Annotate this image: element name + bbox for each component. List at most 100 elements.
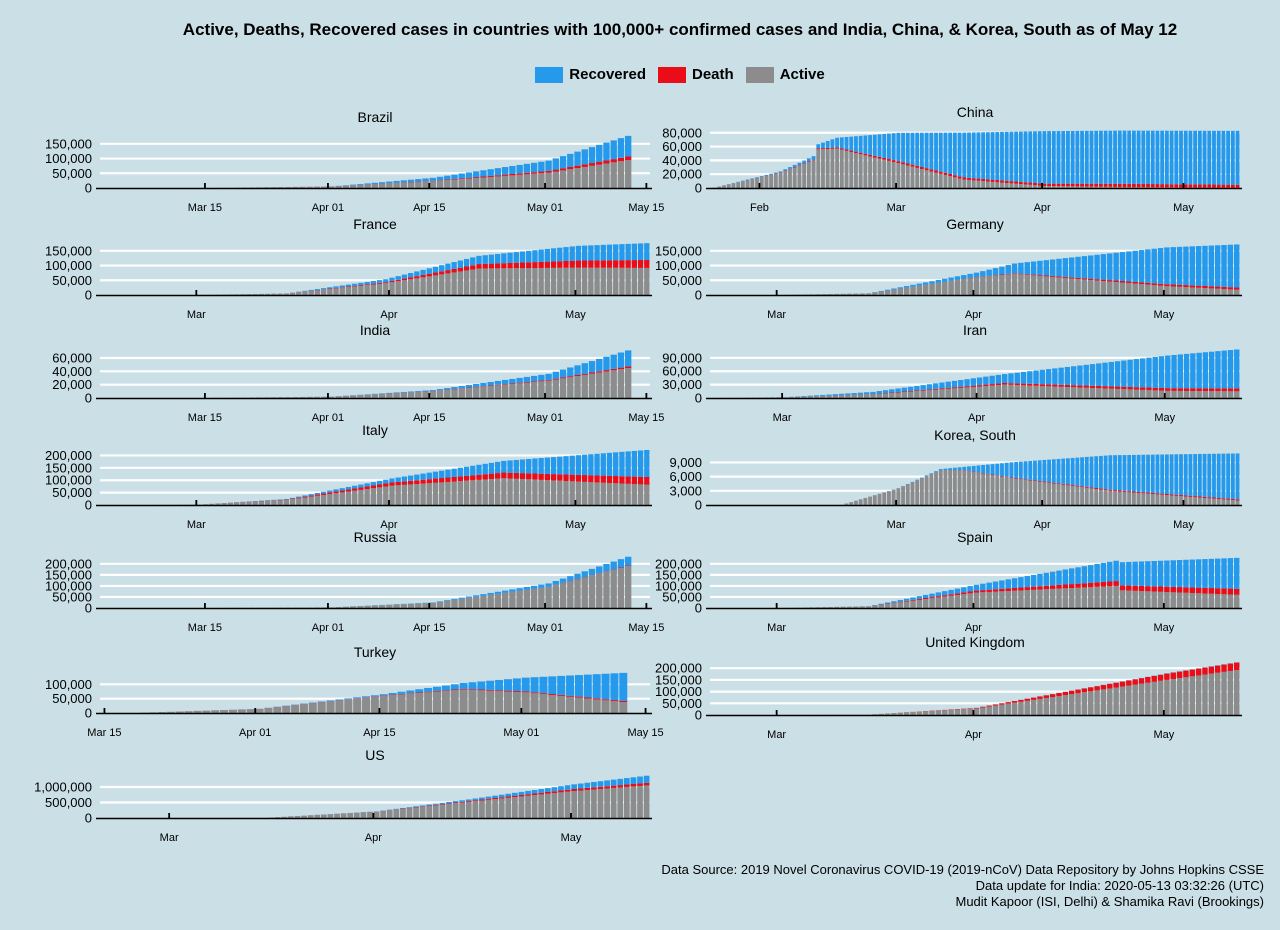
bar-recovered-spain bbox=[1195, 559, 1202, 588]
bar-active-brazil bbox=[444, 180, 451, 188]
bar-active-united-kingdom bbox=[891, 713, 897, 715]
bar-active-turkey bbox=[503, 691, 512, 713]
bar-death-iran bbox=[1165, 388, 1171, 391]
x-tick-label-russia: Mar 15 bbox=[188, 622, 222, 634]
bar-active-korea-south bbox=[1197, 497, 1202, 505]
bar-active-china bbox=[948, 176, 953, 188]
bar-active-us bbox=[617, 787, 624, 818]
bar-recovered-turkey bbox=[503, 679, 512, 691]
bar-death-spain bbox=[1068, 584, 1075, 589]
bar-active-italy bbox=[631, 484, 638, 505]
bar-active-germany bbox=[1113, 282, 1119, 295]
bar-active-italy bbox=[594, 482, 600, 505]
bar-recovered-china bbox=[1136, 130, 1141, 184]
bar-active-france bbox=[308, 290, 314, 295]
x-tick-label-germany: May bbox=[1153, 309, 1174, 321]
bar-death-korea-south bbox=[1089, 487, 1094, 489]
bar-recovered-germany bbox=[910, 284, 916, 287]
bar-recovered-germany bbox=[999, 266, 1005, 275]
bar-recovered-italy bbox=[277, 499, 283, 500]
bar-recovered-italy bbox=[432, 471, 439, 479]
bar-death-iran bbox=[970, 385, 977, 387]
bar-active-china bbox=[938, 173, 943, 188]
y-tick-label-brazil: 150,000 bbox=[45, 136, 92, 151]
bar-death-italy bbox=[513, 472, 519, 479]
bar-active-spain bbox=[891, 603, 897, 608]
bar-active-china bbox=[1084, 186, 1089, 188]
bar-active-us bbox=[373, 811, 380, 818]
bar-active-france bbox=[445, 273, 451, 295]
bar-active-russia bbox=[364, 605, 371, 608]
bar-active-united-kingdom bbox=[903, 712, 910, 715]
bar-active-germany bbox=[1094, 280, 1100, 295]
bar-active-italy bbox=[625, 483, 631, 505]
bar-death-france bbox=[463, 266, 470, 271]
bar-active-italy bbox=[414, 484, 420, 505]
bar-active-germany bbox=[1234, 289, 1240, 295]
bar-active-korea-south bbox=[1221, 499, 1226, 505]
bar-active-italy bbox=[457, 481, 464, 505]
bar-active-china bbox=[981, 181, 986, 188]
panel-title-brazil: Brazil bbox=[357, 109, 392, 125]
chart-title: Active, Deaths, Recovered cases in count… bbox=[182, 20, 1178, 39]
bar-recovered-germany bbox=[1056, 258, 1062, 277]
bar-recovered-germany bbox=[878, 290, 885, 292]
panel-title-korea-south: Korea, South bbox=[934, 427, 1016, 443]
bar-recovered-china bbox=[1070, 130, 1075, 184]
bar-active-us bbox=[597, 788, 604, 818]
bar-death-france bbox=[383, 282, 389, 284]
bar-recovered-france bbox=[345, 284, 352, 287]
bar-active-germany bbox=[865, 293, 872, 295]
bar-death-italy bbox=[606, 475, 613, 483]
bar-active-china bbox=[915, 167, 920, 188]
bar-recovered-china bbox=[1113, 130, 1117, 184]
bar-recovered-turkey bbox=[539, 676, 548, 694]
bar-recovered-korea-south bbox=[1230, 453, 1235, 499]
bar-recovered-germany bbox=[961, 275, 967, 279]
bar-active-india bbox=[393, 393, 400, 398]
bar-death-china bbox=[802, 163, 807, 164]
y-tick-label-russia: 150,000 bbox=[45, 567, 92, 582]
bar-active-spain bbox=[1157, 591, 1164, 608]
bar-active-spain bbox=[853, 606, 859, 608]
bar-active-turkey bbox=[566, 696, 575, 713]
bar-recovered-italy bbox=[327, 490, 333, 493]
bars-us bbox=[228, 775, 650, 818]
bar-recovered-us bbox=[459, 800, 466, 802]
bar-active-us bbox=[360, 812, 367, 818]
bar-recovered-india bbox=[617, 352, 625, 368]
bar-active-france bbox=[581, 267, 588, 295]
bar-active-italy bbox=[644, 484, 650, 505]
bar-active-france bbox=[519, 268, 526, 295]
bar-recovered-brazil bbox=[588, 147, 596, 164]
bar-recovered-germany bbox=[1088, 255, 1094, 279]
bar-active-china bbox=[816, 149, 821, 188]
bar-active-iran bbox=[870, 394, 876, 398]
bar-active-india bbox=[574, 376, 581, 398]
bar-active-korea-south bbox=[929, 474, 934, 505]
bar-death-us bbox=[544, 791, 551, 794]
bar-recovered-germany bbox=[1005, 265, 1011, 274]
bar-recovered-france bbox=[637, 243, 644, 261]
bar-recovered-iran bbox=[1096, 363, 1102, 386]
bar-death-italy bbox=[594, 475, 600, 483]
bar-active-france bbox=[395, 281, 401, 295]
bar-active-china bbox=[821, 149, 825, 188]
bar-recovered-spain bbox=[916, 596, 923, 599]
x-tick-label-us: Mar bbox=[160, 832, 179, 844]
bar-active-united-kingdom bbox=[967, 708, 973, 715]
bar-recovered-china bbox=[981, 132, 986, 179]
bar-recovered-china bbox=[976, 132, 981, 179]
bar-recovered-russia bbox=[596, 566, 603, 574]
bar-death-brazil bbox=[538, 171, 545, 174]
bar-active-korea-south bbox=[872, 495, 877, 505]
bar-recovered-italy bbox=[569, 455, 575, 475]
bar-recovered-germany bbox=[1113, 252, 1119, 281]
bar-recovered-spain bbox=[1138, 561, 1145, 586]
bar-recovered-france bbox=[557, 247, 563, 262]
bar-recovered-russia bbox=[465, 596, 473, 598]
bar-recovered-china bbox=[1221, 130, 1226, 185]
bar-death-brazil bbox=[588, 163, 596, 166]
bar-death-france bbox=[345, 286, 352, 288]
bar-active-spain bbox=[1119, 590, 1126, 608]
